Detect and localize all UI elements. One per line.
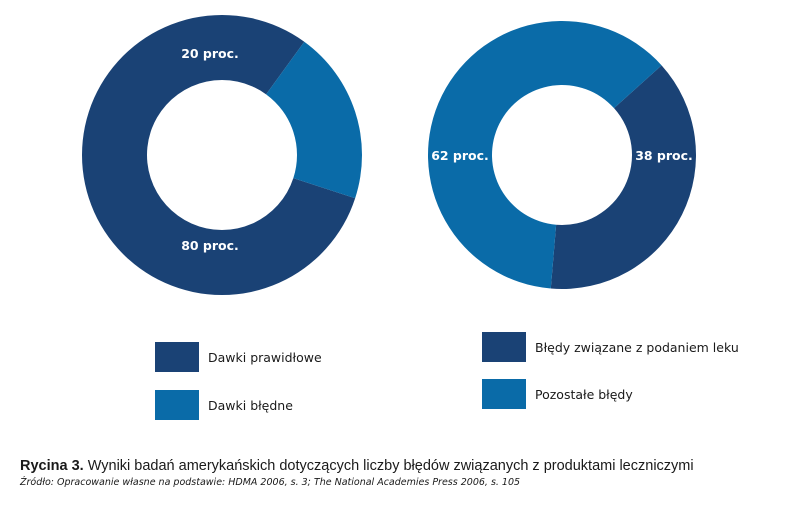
- legend-item-correct-doses: Dawki prawidłowe: [155, 342, 322, 372]
- donut-slice-2: [266, 41, 362, 199]
- legend-item-other-errors: Pozostałe błędy: [482, 379, 739, 409]
- legend-swatch-light: [482, 379, 526, 409]
- figure-caption: Rycina 3. Wyniki badań amerykańskich dot…: [20, 458, 780, 488]
- legend-label: Dawki błędne: [208, 397, 293, 413]
- slice-label-1: 38 proc.: [635, 148, 693, 163]
- legend-label: Dawki prawidłowe: [208, 349, 322, 365]
- caption-text: Wyniki badań amerykańskich dotyczących l…: [83, 458, 694, 474]
- caption-source: Źródło: Opracowanie własne na podstawie:…: [20, 477, 521, 488]
- donut-chart-doses: 80 proc. 20 proc.: [82, 14, 362, 296]
- legend-item-wrong-doses: Dawki błędne: [155, 390, 322, 420]
- donut-slice-1: [550, 65, 696, 289]
- donut-slice-1: [82, 14, 356, 296]
- legend-swatch-light: [155, 390, 199, 420]
- slice-label-2: 62 proc.: [431, 148, 489, 163]
- donut-chart-errors: 38 proc. 62 proc.: [428, 20, 696, 289]
- legend-label: Błędy związane z podaniem leku: [535, 339, 739, 355]
- legend-item-administration-errors: Błędy związane z podaniem leku: [482, 332, 739, 362]
- slice-label-1: 80 proc.: [181, 238, 239, 253]
- slice-label-2: 20 proc.: [181, 46, 239, 61]
- caption-label: Rycina 3.: [20, 458, 84, 474]
- legend-label: Pozostałe błędy: [535, 386, 633, 402]
- legend-swatch-dark: [482, 332, 526, 362]
- legend-errors: Błędy związane z podaniem leku Pozostałe…: [482, 332, 739, 409]
- caption-title: Rycina 3. Wyniki badań amerykańskich dot…: [20, 458, 780, 474]
- legend-doses: Dawki prawidłowe Dawki błędne: [155, 342, 322, 420]
- legend-swatch-dark: [155, 342, 199, 372]
- donut-slice-2: [428, 20, 662, 289]
